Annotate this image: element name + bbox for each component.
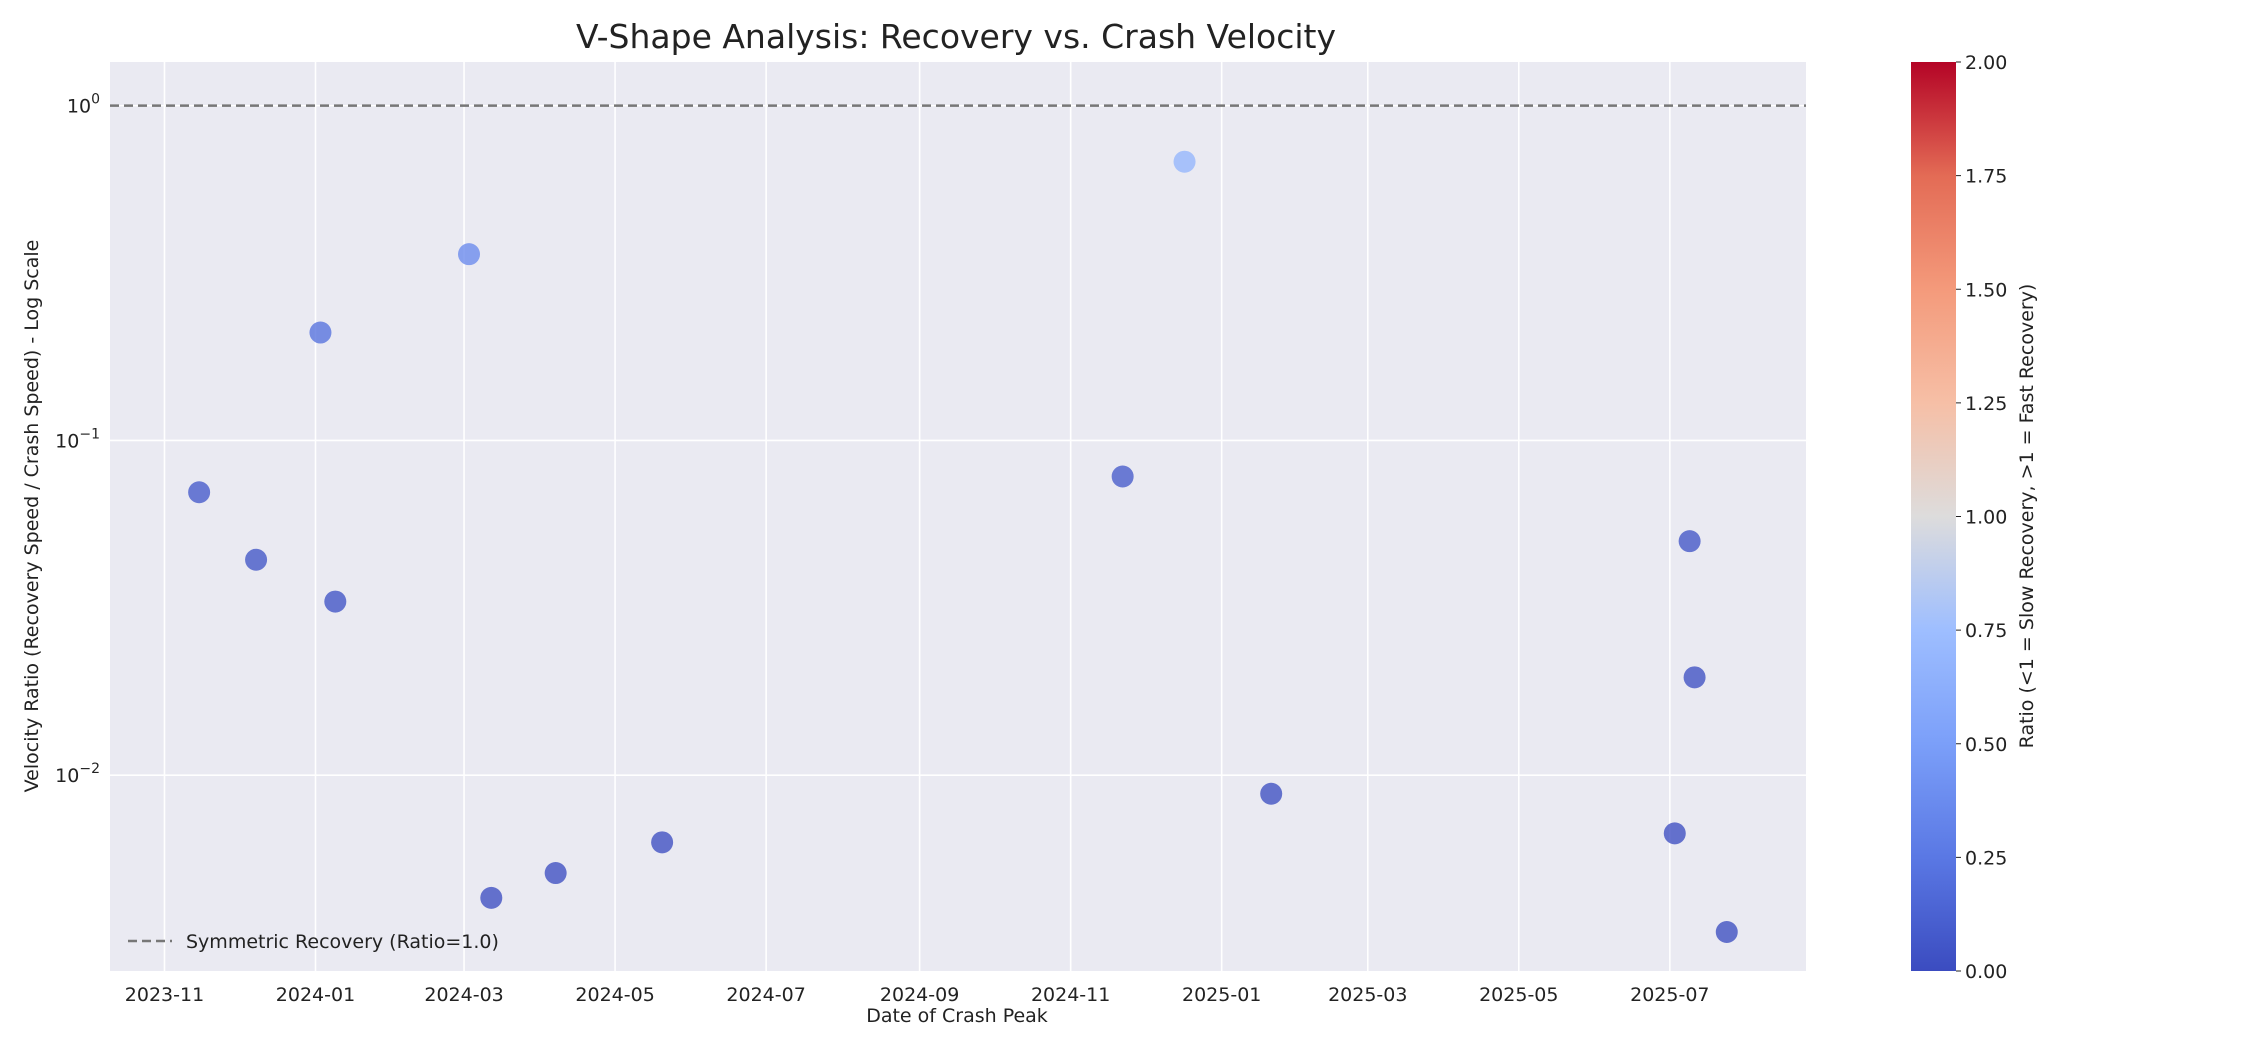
colorbar-ticks: 0.00 0.25 0.50 0.75 1.00 1.25 1.50 1.75 2.00	[1956, 52, 2007, 983]
scatter-point	[544, 862, 567, 885]
scatter-point	[324, 590, 347, 613]
x-axis-ticks: 2023-11 2024-01 2024-03 2024-05 2024-07 2024-…	[125, 984, 1710, 1006]
scatter-point	[309, 321, 332, 344]
colorbar	[1911, 62, 1956, 971]
colorbar-tick-label: 1.75	[1965, 166, 2007, 188]
colorbar-tick-label: 0.25	[1965, 847, 2007, 869]
colorbar-tick-label: 0.75	[1965, 620, 2007, 642]
scatter-point	[1260, 782, 1283, 805]
legend: Symmetric Recovery (Ratio=1.0)	[128, 931, 499, 953]
scatter-point	[480, 886, 503, 909]
x-tick-label: 2024-07	[726, 984, 805, 1006]
data-points	[188, 150, 1738, 943]
x-tick-label: 2024-09	[880, 984, 959, 1006]
x-tick-label: 2024-03	[424, 984, 503, 1006]
legend-label: Symmetric Recovery (Ratio=1.0)	[186, 931, 499, 953]
y-axis-label: Velocity Ratio (Recovery Speed / Crash S…	[21, 240, 43, 793]
y-tick-label: 10−2	[55, 761, 100, 787]
y-tick-label: 100	[67, 92, 100, 118]
x-tick-label: 2023-11	[125, 984, 204, 1006]
colorbar-tick-label: 1.00	[1965, 507, 2007, 529]
scatter-point	[1678, 530, 1701, 553]
x-tick-label: 2024-01	[276, 984, 355, 1006]
x-tick-label: 2025-01	[1182, 984, 1261, 1006]
colorbar-tick-label: 0.50	[1965, 734, 2007, 756]
x-tick-label: 2024-05	[575, 984, 654, 1006]
scatter-point	[1663, 822, 1686, 845]
x-axis-label: Date of Crash Peak	[866, 1005, 1048, 1027]
scatter-point	[651, 831, 674, 854]
colorbar-tick-label: 2.00	[1965, 52, 2007, 74]
y-axis-ticks: 10−2 10−1 100	[55, 92, 100, 788]
scatter-point	[1715, 920, 1738, 943]
scatter-point	[1111, 465, 1134, 488]
x-tick-label: 2025-07	[1630, 984, 1709, 1006]
scatter-point	[1173, 150, 1196, 173]
chart-title: V-Shape Analysis: Recovery vs. Crash Vel…	[576, 17, 1336, 56]
colorbar-label: Ratio (<1 = Slow Recovery, >1 = Fast Rec…	[2016, 284, 2038, 749]
scatter-point	[245, 548, 268, 571]
colorbar-tick-label: 1.50	[1965, 279, 2007, 301]
x-tick-label: 2025-03	[1328, 984, 1407, 1006]
colorbar-tick-label: 1.25	[1965, 393, 2007, 415]
x-tick-label: 2025-05	[1479, 984, 1558, 1006]
plot-area	[110, 62, 1806, 971]
y-tick-label: 10−1	[55, 426, 100, 452]
scatter-point	[188, 481, 211, 504]
scatter-point	[1683, 666, 1706, 689]
x-tick-label: 2024-11	[1031, 984, 1110, 1006]
colorbar-tick-label: 0.00	[1965, 961, 2007, 983]
scatter-point	[458, 243, 481, 266]
